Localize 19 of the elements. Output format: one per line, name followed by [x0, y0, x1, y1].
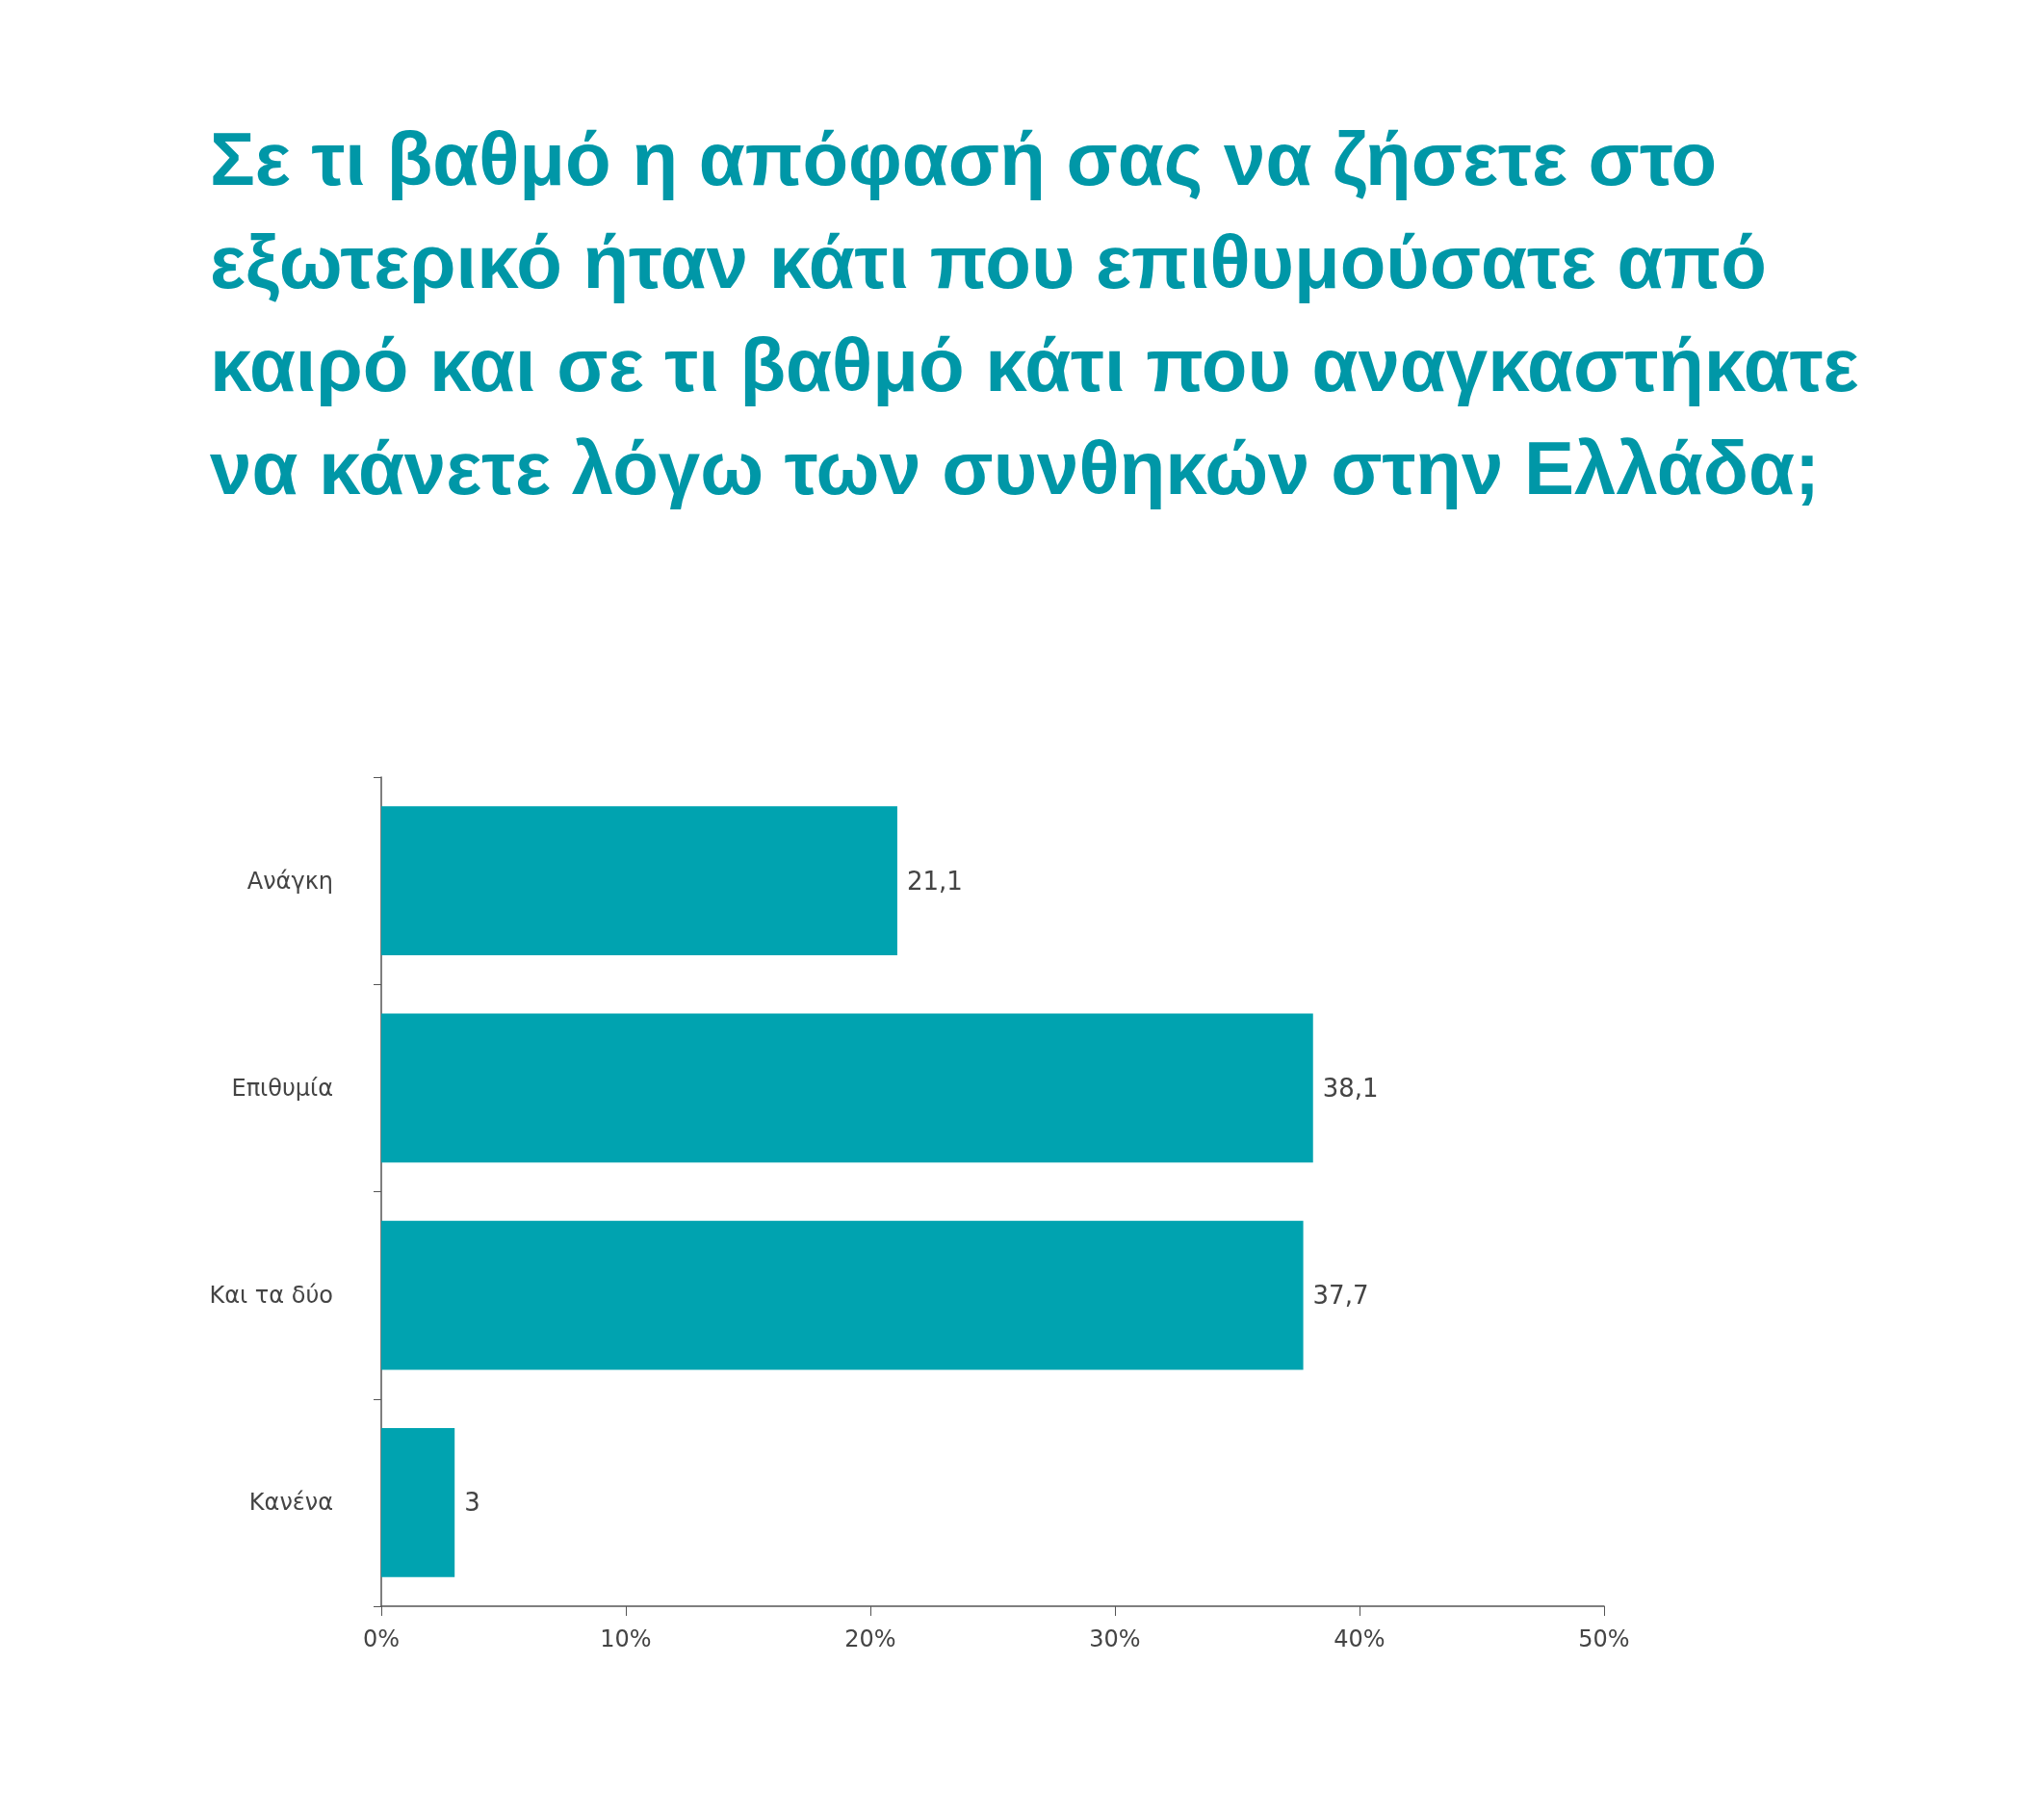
data-label: 3: [464, 1488, 480, 1518]
bar: [381, 1427, 455, 1577]
y-tick-label: Ανάγκη: [246, 867, 333, 895]
chart-title: Σε τι βαθμό η απόφασή σας να ζήσετε στο εξωτερικό ήταν κάτι που επιθυμούσατε από καιρό και σε τι βαθμό κάτι που αναγκαστήκατε να κάνετε λόγω των συνθηκών στην Ελλάδα;: [210, 116, 1860, 512]
data-label: 38,1: [1322, 1073, 1379, 1103]
bar: [381, 806, 897, 956]
data-label: 21,1: [906, 866, 963, 896]
x-tick-label: 10%: [600, 1625, 652, 1652]
x-tick-label: 50%: [1578, 1625, 1630, 1652]
bar: [381, 1220, 1304, 1370]
bar: [381, 1013, 1313, 1163]
x-tick-label: 30%: [1089, 1625, 1141, 1652]
y-tick-label: Επιθυμία: [231, 1074, 333, 1102]
data-label: 37,7: [1312, 1281, 1369, 1311]
y-tick-label: Και τα δύο: [209, 1282, 333, 1310]
x-tick-label: 0%: [362, 1625, 401, 1652]
x-tick-label: 40%: [1334, 1625, 1386, 1652]
y-tick-label: Κανένα: [248, 1489, 333, 1517]
x-tick-label: 20%: [844, 1625, 896, 1652]
